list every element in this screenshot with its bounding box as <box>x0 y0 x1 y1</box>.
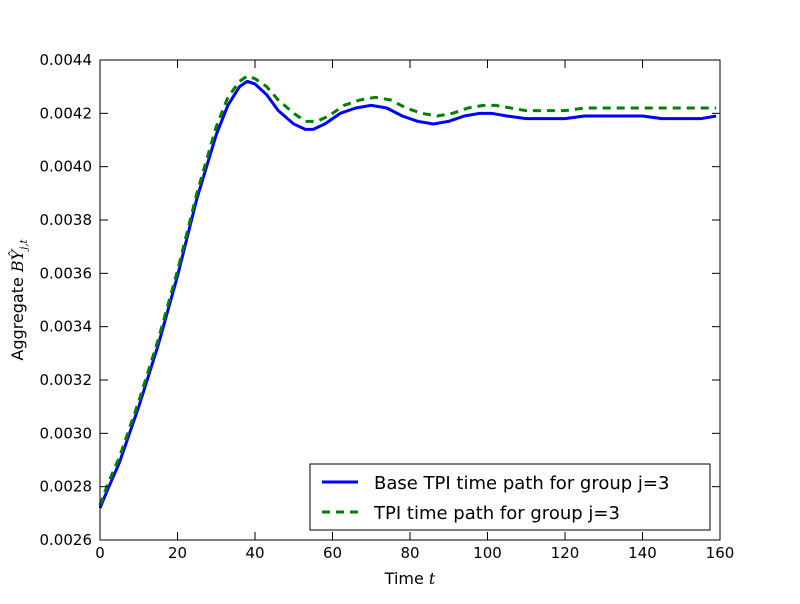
x-tick-label: 0 <box>95 544 105 562</box>
series-line-1 <box>98 74 717 506</box>
x-axis-label: Time t <box>384 569 436 588</box>
y-tick-label: 0.0028 <box>40 478 93 496</box>
y-tick-label: 0.0042 <box>40 104 93 122</box>
plot-frame <box>99 59 721 541</box>
y-tick-label: 0.0030 <box>40 424 93 442</box>
y-tick-label: 0.0026 <box>40 531 93 549</box>
x-tick-label: 120 <box>551 544 580 562</box>
y-axis-label-math: BŶ <box>7 248 27 273</box>
y-axis-label-subscript: j,t <box>19 238 30 251</box>
y-tick-label: 0.0040 <box>40 158 93 176</box>
x-tick-label: 20 <box>168 544 187 562</box>
x-tick-label: 140 <box>628 544 657 562</box>
x-tick-label: 40 <box>245 544 264 562</box>
tick-labels-layer: 0 20 40 60 80 100 120 140 160 0.0026 0.0028 0.0030 0… <box>40 51 735 562</box>
y-tick-label: 0.0044 <box>40 51 93 69</box>
plot-area <box>100 60 720 540</box>
x-tick-label: 160 <box>706 544 735 562</box>
series-layer <box>98 74 717 509</box>
y-tick-label: 0.0038 <box>40 211 93 229</box>
y-tick-label: 0.0034 <box>40 318 93 336</box>
x-tick-label: 80 <box>400 544 419 562</box>
x-axis-label-math: t <box>429 569 436 588</box>
legend-box <box>309 463 711 531</box>
y-tick-label: 0.0036 <box>40 264 93 282</box>
series-line-0 <box>98 79 717 509</box>
legend-label-tpi: TPI time path for group j=3 <box>373 503 620 524</box>
y-tick-label: 0.0032 <box>40 371 93 389</box>
legend: Base TPI time path for group j=3 TPI tim… <box>309 463 711 531</box>
legend-label-base-tpi: Base TPI time path for group j=3 <box>374 473 669 494</box>
y-axis-label: Aggregate BŶj,t <box>7 238 30 360</box>
x-tick-label: 100 <box>473 544 502 562</box>
x-tick-label: 60 <box>323 544 342 562</box>
